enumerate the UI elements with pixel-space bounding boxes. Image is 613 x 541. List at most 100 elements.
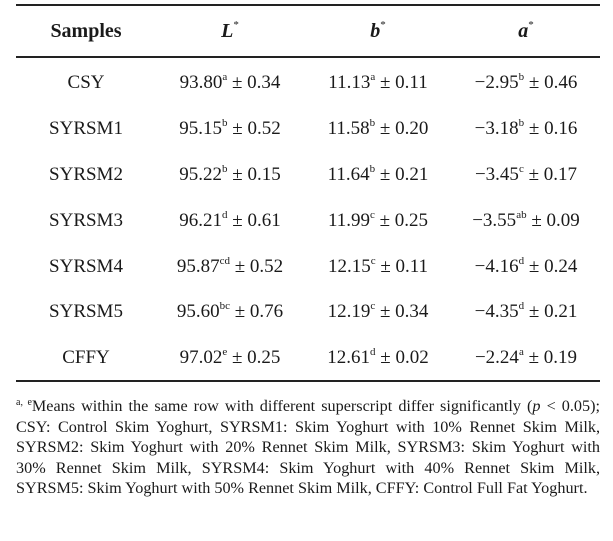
mean-value: 97.02 <box>179 347 223 369</box>
value-cell-b: 11.58b ± 0.20 <box>304 106 452 152</box>
mean-value: −3.45 <box>474 163 519 185</box>
significance-letter: b <box>369 116 376 129</box>
std-dev: ± 0.17 <box>523 163 578 185</box>
sample-name-cell: SYRSM5 <box>49 301 123 323</box>
significance-letter: d <box>222 208 228 221</box>
color-values-table: Samples L* b* a* CSY 93.80a ± 0.34 11.13a … <box>16 6 600 381</box>
value-cell-a: −3.45c ± 0.17 <box>452 152 600 198</box>
mean-value: 93.80 <box>179 71 223 93</box>
mean-value: 12.61 <box>327 347 371 369</box>
std-dev: ± 0.11 <box>375 71 428 93</box>
sample-name-cell: SYRSM4 <box>49 255 123 277</box>
sample-name-cell: CSY <box>67 71 105 93</box>
std-dev: ± 0.52 <box>227 117 281 139</box>
value-cell-a: −2.95b ± 0.46 <box>452 56 600 106</box>
value-cell-l: 95.87cd ± 0.52 <box>156 244 304 290</box>
value-cell-l: 97.02e ± 0.25 <box>156 335 304 381</box>
mean-value: 95.87 <box>176 255 220 277</box>
mean-value: −4.35 <box>474 301 519 323</box>
table-top-rule <box>16 4 600 6</box>
significance-letter: ab <box>516 208 527 221</box>
std-dev: ± 0.02 <box>375 347 429 369</box>
sample-name-cell: SYRSM1 <box>49 117 123 139</box>
std-dev: ± 0.52 <box>229 255 284 277</box>
value-cell-b: 11.13a ± 0.11 <box>304 56 452 106</box>
table-body: CSY 93.80a ± 0.34 11.13a ± 0.11 −2.95b ± 0.… <box>16 56 600 381</box>
mean-value: −3.55 <box>472 209 517 231</box>
mean-value: −2.95 <box>474 71 519 93</box>
mean-value: −2.24 <box>474 347 519 369</box>
header-a-star: a* <box>518 19 534 42</box>
table-header-rule <box>16 56 600 58</box>
significance-letter: b <box>222 116 228 129</box>
std-dev: ± 0.11 <box>375 255 429 277</box>
footnote-marker: a, e <box>16 397 32 408</box>
mean-value: −4.16 <box>474 255 519 277</box>
table-row: SYRSM4 95.87cd ± 0.52 12.15c ± 0.11 −4.16d … <box>16 244 600 290</box>
mean-value: 12.19 <box>327 301 371 323</box>
mean-value: 11.13 <box>328 71 371 93</box>
std-dev: ± 0.09 <box>526 209 580 231</box>
mean-value: 11.58 <box>327 117 370 139</box>
table-row: SYRSM5 95.60bc ± 0.76 12.19c ± 0.34 −4.35d … <box>16 289 600 335</box>
mean-value: 12.15 <box>327 255 371 277</box>
table-row: SYRSM2 95.22b ± 0.15 11.64b ± 0.21 −3.45c ±… <box>16 152 600 198</box>
table-row: SYRSM3 96.21d ± 0.61 11.99c ± 0.25 −3.55ab … <box>16 198 600 244</box>
footnote-p: p <box>532 397 541 415</box>
sample-name-cell: SYRSM3 <box>49 209 123 231</box>
std-dev: ± 0.25 <box>227 347 281 369</box>
mean-value: −3.18 <box>474 117 519 139</box>
value-cell-a: −4.16d ± 0.24 <box>452 244 600 290</box>
mean-value: 11.99 <box>327 209 370 231</box>
value-cell-l: 95.60bc ± 0.76 <box>156 289 304 335</box>
header-samples: Samples <box>50 19 122 42</box>
significance-letter: a <box>222 70 228 83</box>
std-dev: ± 0.34 <box>227 71 281 93</box>
table-bottom-rule <box>16 380 600 382</box>
std-dev: ± 0.21 <box>524 301 578 323</box>
significance-letter: d <box>370 346 376 359</box>
significance-letter: c <box>369 208 375 221</box>
significance-letter: b <box>369 162 376 175</box>
mean-value: 95.22 <box>179 163 223 185</box>
sample-name-cell: SYRSM2 <box>49 163 123 185</box>
footnote-text-part1: Means within the same row with different… <box>31 397 533 415</box>
header-b-star: b* <box>370 19 386 42</box>
mean-value: 95.60 <box>176 301 220 323</box>
std-dev: ± 0.34 <box>375 301 429 323</box>
value-cell-b: 12.19c ± 0.34 <box>304 289 452 335</box>
mean-value: 96.21 <box>179 209 223 231</box>
significance-letter: b <box>518 70 525 83</box>
std-dev: ± 0.21 <box>375 163 429 185</box>
significance-letter: bc <box>219 300 230 313</box>
value-cell-b: 11.99c ± 0.25 <box>304 198 452 244</box>
significance-letter: cd <box>219 254 230 267</box>
mean-value: 95.15 <box>179 117 223 139</box>
value-cell-b: 12.15c ± 0.11 <box>304 244 452 290</box>
significance-letter: c <box>518 162 524 175</box>
value-cell-a: −4.35d ± 0.21 <box>452 289 600 335</box>
significance-letter: b <box>222 162 228 175</box>
table-row: SYRSM1 95.15b ± 0.52 11.58b ± 0.20 −3.18b ±… <box>16 106 600 152</box>
value-cell-a: −3.55ab ± 0.09 <box>452 198 600 244</box>
std-dev: ± 0.16 <box>524 117 578 139</box>
significance-letter: d <box>518 300 525 313</box>
sample-name-cell: CFFY <box>62 347 110 369</box>
significance-letter: a <box>518 346 524 359</box>
significance-letter: b <box>518 116 525 129</box>
value-cell-b: 11.64b ± 0.21 <box>304 152 452 198</box>
value-cell-l: 93.80a ± 0.34 <box>156 56 304 106</box>
value-cell-l: 95.22b ± 0.15 <box>156 152 304 198</box>
footnote-text-part2: < 0.05); CSY: Control Skim Yoghurt, SYRS… <box>16 397 600 497</box>
value-cell-b: 12.61d ± 0.02 <box>304 335 452 381</box>
std-dev: ± 0.46 <box>524 71 578 93</box>
std-dev: ± 0.19 <box>523 347 578 369</box>
value-cell-l: 96.21d ± 0.61 <box>156 198 304 244</box>
value-cell-a: −3.18b ± 0.16 <box>452 106 600 152</box>
std-dev: ± 0.20 <box>375 117 429 139</box>
significance-letter: e <box>222 346 228 359</box>
significance-letter: c <box>370 254 376 267</box>
table-header-row: Samples L* b* a* <box>16 6 600 56</box>
table-footnote: a, eMeans within the same row with diffe… <box>16 396 600 499</box>
